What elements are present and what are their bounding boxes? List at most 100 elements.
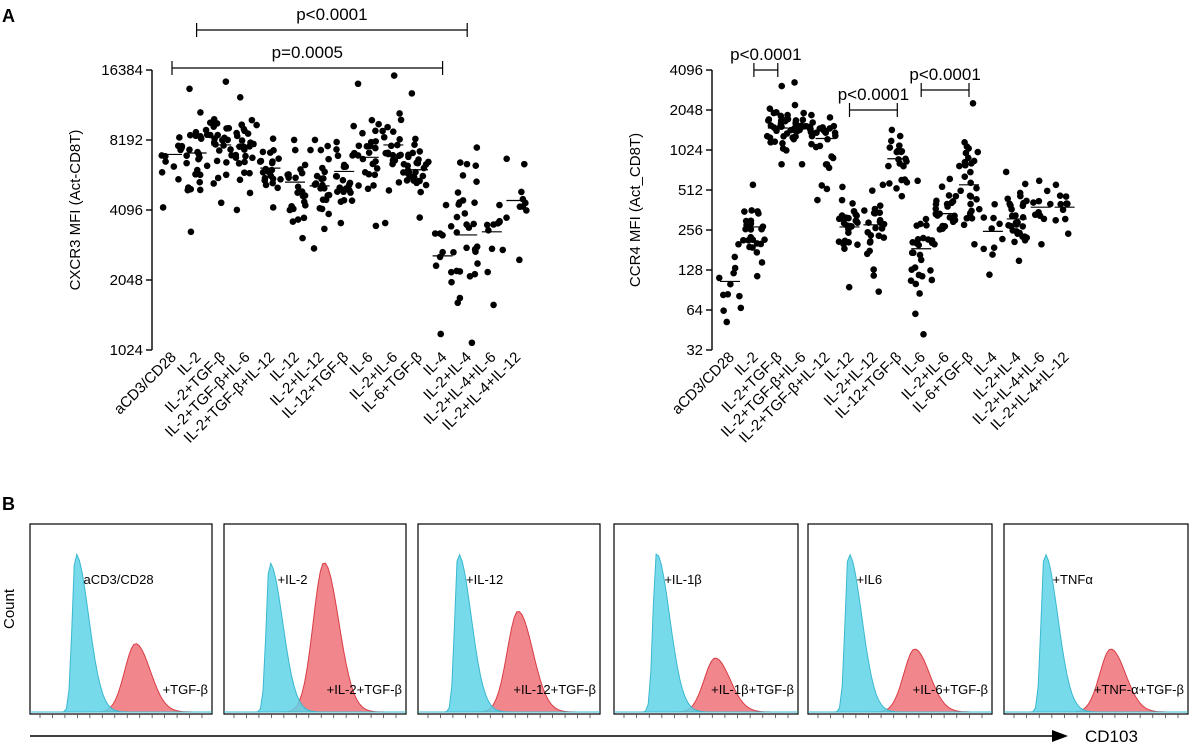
data-point bbox=[269, 135, 277, 142]
y-tick-label: 128 bbox=[678, 262, 703, 279]
data-point bbox=[473, 144, 481, 151]
data-point bbox=[912, 280, 920, 288]
data-point bbox=[277, 175, 284, 183]
y-axis-label: CCR4 MFI (Act_CD8T) bbox=[627, 133, 644, 287]
data-point bbox=[325, 191, 333, 199]
data-point bbox=[767, 122, 775, 129]
data-point bbox=[292, 174, 299, 182]
treated-histogram bbox=[1004, 648, 1188, 713]
data-point bbox=[447, 223, 455, 230]
data-point bbox=[334, 152, 342, 160]
data-point bbox=[1019, 202, 1027, 210]
data-point bbox=[903, 158, 910, 165]
data-point bbox=[365, 170, 373, 178]
data-point bbox=[895, 156, 902, 163]
data-point bbox=[880, 234, 888, 241]
data-point bbox=[918, 272, 926, 280]
data-point bbox=[359, 129, 366, 137]
data-point bbox=[898, 192, 906, 200]
data-point bbox=[307, 146, 314, 154]
data-point bbox=[472, 162, 480, 170]
y-tick-label: 2048 bbox=[670, 102, 703, 119]
data-point bbox=[885, 162, 892, 170]
control-histogram bbox=[1004, 553, 1188, 713]
data-point bbox=[411, 141, 418, 149]
data-point bbox=[943, 200, 951, 208]
data-point bbox=[816, 142, 824, 150]
data-point bbox=[227, 146, 234, 153]
histogram-panel-frame bbox=[417, 523, 601, 715]
data-point bbox=[503, 214, 510, 221]
control-label: +IL-1β bbox=[664, 572, 701, 587]
data-point bbox=[325, 210, 332, 218]
data-point bbox=[437, 330, 445, 338]
data-point bbox=[233, 132, 241, 140]
data-point bbox=[727, 280, 734, 288]
data-point bbox=[831, 129, 839, 137]
data-point bbox=[375, 120, 382, 128]
data-point bbox=[919, 234, 927, 242]
data-point bbox=[939, 222, 946, 230]
data-point bbox=[753, 272, 761, 280]
data-point bbox=[749, 236, 757, 244]
data-point bbox=[333, 138, 340, 146]
data-point bbox=[749, 181, 757, 189]
data-point bbox=[456, 199, 463, 206]
y-axis-label: Count bbox=[1, 588, 18, 629]
data-point bbox=[886, 144, 894, 151]
histogram-panel-frame bbox=[29, 523, 213, 715]
data-point bbox=[232, 151, 240, 159]
data-point bbox=[967, 193, 975, 200]
data-point bbox=[1006, 200, 1013, 208]
data-point bbox=[758, 259, 766, 266]
data-point bbox=[355, 182, 362, 189]
data-point bbox=[789, 134, 797, 141]
control-label: +TNFα bbox=[1052, 572, 1093, 587]
data-point bbox=[737, 304, 745, 312]
data-point bbox=[518, 188, 525, 196]
data-point bbox=[808, 111, 815, 119]
data-point bbox=[850, 207, 858, 215]
data-point bbox=[791, 79, 798, 86]
data-point bbox=[964, 154, 972, 162]
data-point bbox=[1019, 213, 1027, 221]
data-point bbox=[715, 274, 723, 282]
data-point bbox=[735, 240, 742, 248]
data-point bbox=[971, 240, 978, 248]
data-point bbox=[999, 235, 1006, 243]
data-point bbox=[333, 146, 340, 153]
data-point bbox=[294, 183, 302, 191]
data-point bbox=[920, 331, 927, 338]
data-point bbox=[761, 236, 768, 243]
data-point bbox=[334, 188, 341, 195]
data-point bbox=[472, 245, 479, 253]
data-point bbox=[285, 171, 292, 178]
data-point bbox=[233, 206, 241, 214]
data-point bbox=[380, 133, 388, 141]
panel-label-b: B bbox=[2, 494, 15, 514]
data-point bbox=[447, 268, 455, 276]
data-point bbox=[968, 215, 976, 222]
data-point bbox=[720, 307, 727, 314]
data-point bbox=[946, 175, 954, 183]
data-point bbox=[318, 175, 325, 183]
data-point bbox=[448, 278, 455, 286]
data-point bbox=[267, 172, 275, 179]
data-point bbox=[176, 134, 183, 141]
data-point bbox=[298, 169, 306, 177]
data-point bbox=[387, 142, 395, 150]
data-point bbox=[866, 239, 874, 246]
data-point bbox=[1035, 177, 1043, 185]
data-point bbox=[202, 126, 210, 134]
data-point bbox=[473, 178, 480, 186]
data-point bbox=[337, 198, 345, 206]
data-point bbox=[516, 256, 523, 264]
data-point bbox=[1052, 216, 1059, 224]
data-point bbox=[496, 201, 503, 209]
data-point bbox=[838, 196, 846, 204]
cxcr3-scatter-chart: 1024 2048 4096 8192 16384 CXCR3 MFI (Act-CD8T… bbox=[67, 5, 530, 447]
data-point bbox=[325, 155, 332, 163]
data-point bbox=[170, 163, 178, 170]
data-point bbox=[896, 142, 903, 149]
data-point bbox=[337, 219, 345, 227]
